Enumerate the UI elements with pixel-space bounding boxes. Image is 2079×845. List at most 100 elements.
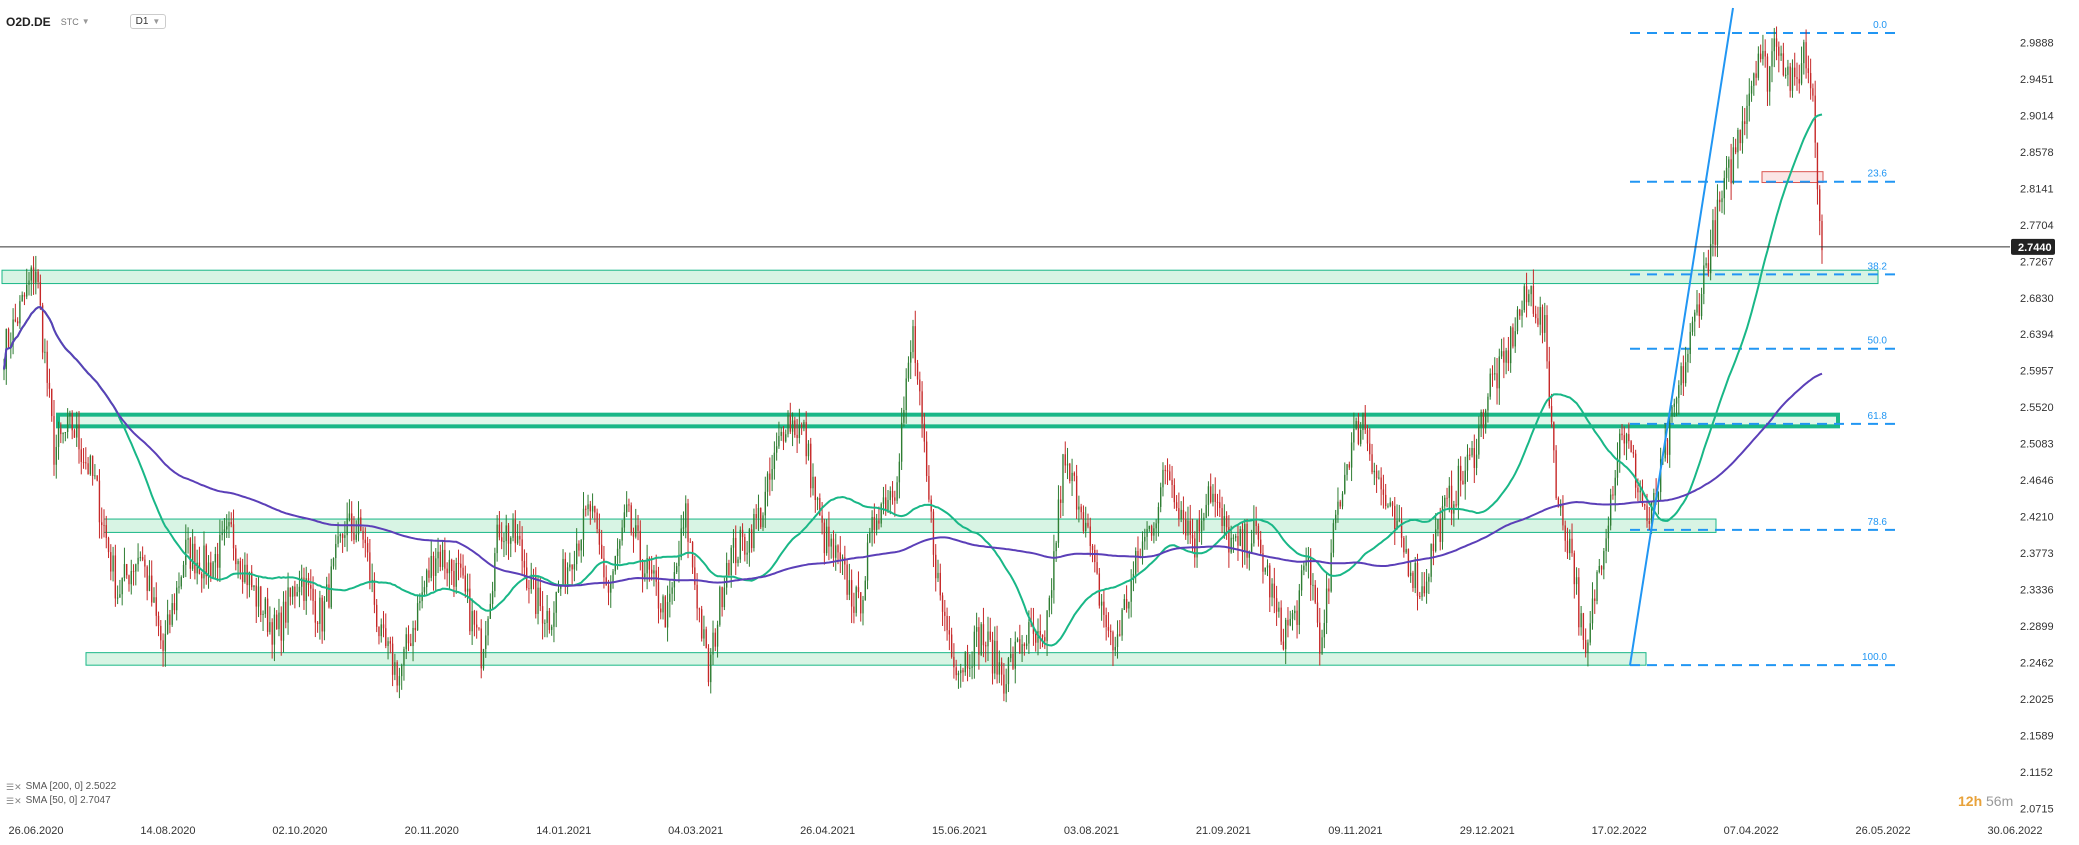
candle-body — [19, 301, 21, 324]
candle-body — [1075, 475, 1078, 510]
candle-body — [935, 554, 937, 579]
candle-body — [498, 524, 501, 538]
candle-body — [1239, 529, 1241, 546]
candle-body — [426, 570, 428, 588]
candle-body — [1348, 464, 1351, 468]
trendline — [1629, 7, 1734, 666]
candle-body — [1673, 403, 1675, 407]
candle-body — [507, 525, 510, 544]
candle-body — [410, 643, 412, 647]
candle-body — [298, 586, 301, 593]
candle-body — [482, 649, 485, 669]
candle-body — [171, 603, 173, 625]
candle-body — [1246, 523, 1248, 558]
x-tick-label-10: 09.11.2021 — [1328, 825, 1382, 837]
candle-body — [69, 413, 71, 417]
candle-body — [1555, 450, 1557, 499]
candle-body — [1689, 331, 1691, 354]
candle-body — [1364, 412, 1366, 430]
timeframe-select[interactable]: D1 ▼ — [129, 14, 167, 29]
current-price-line: 2.7440 — [0, 238, 2055, 255]
x-tick-label-15: 30.06.2022 — [1987, 825, 2042, 837]
candle-body — [1389, 502, 1391, 506]
candle-body — [1014, 641, 1016, 669]
candle-body — [771, 468, 773, 480]
candle-body — [700, 609, 703, 639]
candle-body — [546, 610, 548, 623]
candle-body — [937, 572, 939, 579]
candle-body — [403, 649, 405, 666]
candle-body — [105, 525, 107, 538]
candle-body — [1798, 78, 1800, 84]
candle-body — [257, 586, 260, 607]
candle-body — [12, 319, 14, 345]
candle-body — [1582, 613, 1585, 640]
candle-body — [878, 520, 880, 524]
candle-body — [1289, 618, 1291, 626]
candle-body — [369, 552, 371, 581]
symbol-sub-dropdown[interactable]: STC ▼ — [61, 17, 90, 27]
candle-body — [730, 547, 732, 576]
candle-body — [1741, 121, 1744, 144]
candle-body — [189, 538, 192, 569]
candle-body — [1821, 221, 1823, 251]
candle-body — [1044, 637, 1046, 642]
candle-body — [680, 528, 682, 558]
candle-body — [1541, 307, 1544, 333]
candle-body — [1221, 508, 1223, 527]
candle-body — [1050, 590, 1053, 598]
candle-body — [444, 549, 446, 569]
candle-body — [216, 553, 219, 568]
candle-body — [1675, 397, 1678, 404]
candle-body — [1657, 492, 1660, 500]
candle-body — [446, 568, 448, 574]
candle-body — [812, 476, 814, 489]
candle-body — [344, 535, 346, 538]
candle-body — [1703, 265, 1705, 294]
candle-body — [1773, 38, 1775, 52]
candle-body — [94, 475, 96, 477]
candle-body — [657, 581, 660, 609]
candle-body — [703, 629, 705, 639]
candle-body — [653, 570, 655, 574]
candle-body — [1489, 373, 1491, 397]
y-axis[interactable]: 2.9888 2.9451 2.9014 2.8578 2.8141 2.7704 2.72… — [2020, 37, 2054, 815]
candle-body — [1419, 595, 1421, 597]
candle-body — [987, 631, 989, 647]
candle-body — [710, 654, 712, 683]
candle-body — [1803, 42, 1805, 64]
candle-body — [789, 415, 791, 432]
candle-body — [60, 428, 62, 435]
candle-body — [1241, 529, 1244, 553]
candle-body — [687, 503, 689, 542]
symbol-label[interactable]: O2D.DE — [6, 14, 51, 29]
legend-item-sma50[interactable]: ☰✕ SMA [50, 0] 2.7047 — [6, 794, 116, 808]
sma-eye-icon[interactable]: ☰✕ — [6, 782, 22, 792]
candle-body — [16, 321, 19, 324]
candle-body — [1594, 598, 1596, 601]
candle-body — [376, 604, 378, 627]
candle-body — [1287, 619, 1289, 626]
candle-body — [1519, 309, 1521, 316]
candle-body — [176, 587, 178, 611]
candle-body — [1182, 509, 1185, 520]
candle-body — [1360, 430, 1362, 444]
candle-body — [1771, 51, 1773, 67]
candle-body — [860, 592, 862, 614]
candle-body — [1069, 463, 1071, 482]
sma-eye-icon[interactable]: ☰✕ — [6, 796, 22, 806]
fib-label-2: 38.2 — [1868, 261, 1888, 272]
candle-body — [1144, 536, 1146, 542]
x-axis[interactable]: 26.06.2020 14.08.2020 02.10.2020 20.11.2020… — [8, 825, 2042, 837]
fib-label-3: 50.0 — [1868, 336, 1888, 347]
candle-body — [1564, 525, 1566, 541]
candle-body — [639, 530, 641, 561]
candle-body — [1805, 42, 1807, 69]
candle-body — [905, 378, 907, 411]
candle-body — [164, 633, 167, 651]
candle-body — [351, 513, 353, 533]
y-tick-label-19: 2.1589 — [2020, 730, 2054, 742]
candle-body — [223, 529, 226, 533]
legend-item-sma200[interactable]: ☰✕ SMA [200, 0] 2.5022 — [6, 780, 116, 794]
